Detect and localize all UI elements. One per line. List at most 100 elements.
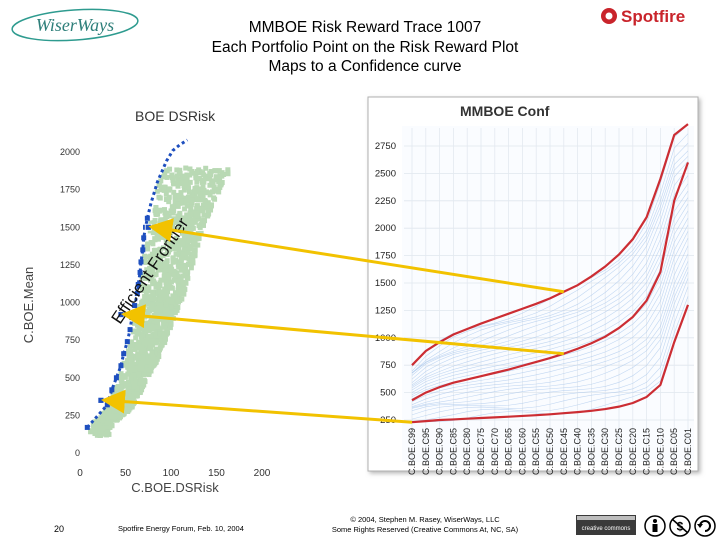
scatter-point bbox=[162, 336, 168, 342]
confidence-x-tick-label: C.BOE.C10 bbox=[655, 428, 665, 475]
scatter-point bbox=[146, 327, 152, 333]
scatter-point bbox=[177, 281, 183, 287]
scatter-point bbox=[171, 220, 177, 226]
confidence-x-tick-label: C.BOE.C45 bbox=[559, 428, 569, 475]
scatter-point bbox=[138, 366, 144, 372]
scatter-point bbox=[168, 321, 174, 327]
scatter-point bbox=[147, 344, 153, 350]
scatter-point bbox=[186, 238, 192, 244]
scatter-point bbox=[136, 327, 142, 333]
scatter-point bbox=[148, 240, 154, 246]
scatter-point bbox=[155, 324, 161, 330]
scatter-point bbox=[125, 379, 131, 385]
scatter-point bbox=[188, 212, 194, 218]
scatter-point bbox=[176, 264, 182, 270]
scatter-point bbox=[141, 347, 147, 353]
scatter-point bbox=[166, 194, 172, 200]
scatter-point bbox=[172, 244, 178, 250]
slide-title: MMBOE Risk Reward Trace 1007 Each Portfo… bbox=[150, 18, 580, 77]
scatter-point bbox=[145, 321, 151, 327]
scatter-point bbox=[141, 341, 147, 347]
scatter-point bbox=[138, 348, 144, 354]
scatter-point bbox=[207, 182, 213, 188]
scatter-point bbox=[131, 384, 137, 390]
scatter-point bbox=[186, 262, 192, 268]
scatter-point bbox=[194, 203, 200, 209]
scatter-point bbox=[154, 321, 160, 327]
scatter-point bbox=[161, 174, 167, 180]
scatter-point bbox=[141, 332, 147, 338]
scatter-point bbox=[158, 293, 164, 299]
scatter-panel: BOE DSRisk 02505007501000125015001750200… bbox=[20, 102, 365, 502]
scatter-point bbox=[178, 190, 184, 196]
scatter-point bbox=[158, 178, 164, 184]
scatter-point bbox=[202, 197, 208, 203]
scatter-point bbox=[129, 343, 135, 349]
scatter-point bbox=[175, 278, 181, 284]
scatter-point bbox=[154, 356, 160, 362]
scatter-point bbox=[100, 415, 106, 421]
scatter-point bbox=[153, 311, 159, 317]
confidence-y-tick-label: 500 bbox=[380, 388, 396, 399]
scatter-point bbox=[187, 172, 193, 178]
scatter-point bbox=[200, 202, 206, 208]
scatter-point bbox=[181, 236, 187, 242]
scatter-point bbox=[163, 191, 169, 197]
scatter-point bbox=[166, 313, 172, 319]
scatter-point bbox=[182, 195, 188, 201]
confidence-y-tick-label: 750 bbox=[380, 360, 396, 371]
scatter-point bbox=[205, 212, 211, 218]
scatter-point bbox=[154, 328, 160, 334]
scatter-point bbox=[126, 389, 132, 395]
spotfire-logo: Spotfire bbox=[601, 7, 685, 26]
scatter-point bbox=[153, 346, 159, 352]
scatter-point bbox=[181, 247, 187, 253]
scatter-point bbox=[192, 252, 198, 258]
confidence-background-curve bbox=[411, 175, 689, 383]
copyright: © 2004, Stephen M. Rasey, WiserWays, LLC… bbox=[305, 515, 545, 535]
scatter-point bbox=[167, 186, 173, 192]
scatter-point bbox=[208, 203, 214, 209]
scatter-point bbox=[161, 294, 167, 300]
scatter-point bbox=[136, 339, 142, 345]
scatter-point bbox=[171, 309, 177, 315]
scatter-point bbox=[173, 236, 179, 242]
scatter-point bbox=[171, 277, 177, 283]
scatter-point bbox=[189, 169, 195, 175]
scatter-point bbox=[138, 380, 144, 386]
scatter-point bbox=[212, 196, 218, 202]
scatter-point bbox=[138, 334, 144, 340]
confidence-x-tick-label: C.BOE.C85 bbox=[448, 428, 458, 475]
sharealike-icon bbox=[694, 515, 716, 537]
scatter-point bbox=[163, 279, 169, 285]
scatter-point bbox=[128, 352, 134, 358]
scatter-point bbox=[124, 358, 130, 364]
scatter-point bbox=[184, 227, 190, 233]
scatter-point bbox=[183, 218, 189, 224]
scatter-point bbox=[164, 268, 170, 274]
scatter-point bbox=[142, 322, 148, 328]
scatter-point bbox=[128, 339, 134, 345]
noncommercial-icon: $ bbox=[669, 515, 691, 537]
scatter-point bbox=[194, 196, 200, 202]
scatter-point bbox=[145, 333, 151, 339]
scatter-point bbox=[201, 212, 207, 218]
scatter-point bbox=[178, 265, 184, 271]
scatter-point bbox=[200, 170, 206, 176]
scatter-point bbox=[177, 287, 183, 293]
confidence-x-tick-label: C.BOE.C60 bbox=[517, 428, 527, 475]
frontier-point bbox=[84, 424, 90, 430]
scatter-point bbox=[142, 294, 148, 300]
scatter-point bbox=[212, 168, 218, 174]
scatter-point bbox=[175, 201, 181, 207]
scatter-point bbox=[135, 353, 141, 359]
scatter-point bbox=[183, 165, 189, 171]
confidence-curve-2 bbox=[411, 162, 690, 402]
scatter-point bbox=[164, 211, 170, 217]
scatter-point bbox=[153, 271, 159, 277]
scatter-point bbox=[139, 299, 145, 305]
scatter-point bbox=[176, 224, 182, 230]
scatter-point bbox=[177, 210, 183, 216]
scatter-point bbox=[158, 217, 164, 223]
scatter-point bbox=[196, 175, 202, 181]
